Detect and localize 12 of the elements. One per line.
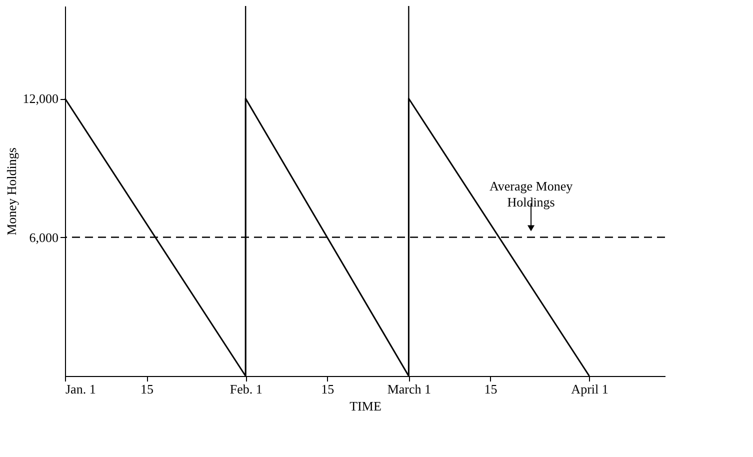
- annotation: Average Money Holdings: [489, 178, 574, 210]
- x-tick-label: 15: [140, 382, 154, 396]
- x-axis-title: TIME: [350, 398, 382, 414]
- x-tick-label: Jan. 1: [66, 382, 96, 396]
- x-tick-label: Feb. 1: [230, 382, 262, 396]
- x-tick-label: March 1: [387, 382, 432, 396]
- x-tick-label: April 1: [571, 382, 608, 396]
- x-tick-label: 15: [484, 382, 498, 396]
- x-tick-label: 15: [321, 382, 334, 396]
- y-axis-title: Money Holdings: [4, 148, 19, 236]
- y-tick-label: 12,000: [22, 91, 58, 106]
- y-tick-label: 6,000: [29, 230, 58, 245]
